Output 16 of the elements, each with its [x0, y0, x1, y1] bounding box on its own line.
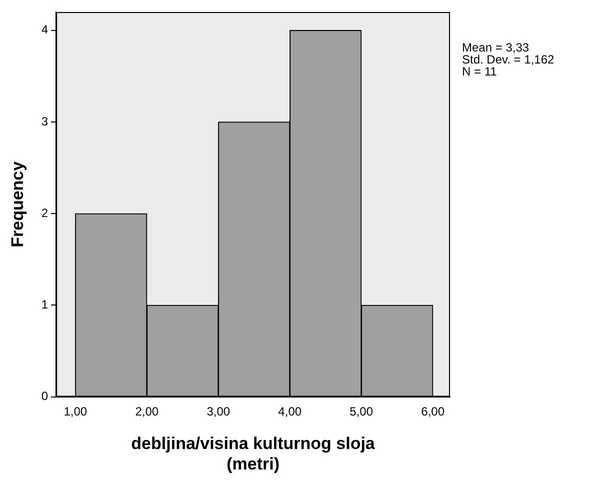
x-tick-label: 4,00	[278, 404, 302, 418]
x-tick-label: 5,00	[350, 404, 374, 418]
x-tick-label: 6,00	[421, 404, 445, 418]
text: N = 11	[462, 64, 498, 78]
y-tick-label: 4	[41, 22, 48, 37]
x-tick-label: 3,00	[206, 404, 230, 418]
y-tick-label: 1	[41, 297, 48, 312]
x-tick-label: 2,00	[135, 404, 159, 418]
y-tick-label: 0	[41, 389, 48, 404]
x-tick-label: 1,00	[64, 404, 88, 418]
x-axis-title: debljina/visina kulturnog sloja (metri)	[131, 434, 376, 474]
text: Std. Dev. = 1,162	[462, 52, 554, 66]
y-axis-title: Frequency	[8, 160, 27, 248]
text: Mean = 3,33	[462, 40, 530, 54]
y-tick-label: 3	[41, 114, 48, 128]
y-tick-label: 2	[41, 206, 48, 220]
